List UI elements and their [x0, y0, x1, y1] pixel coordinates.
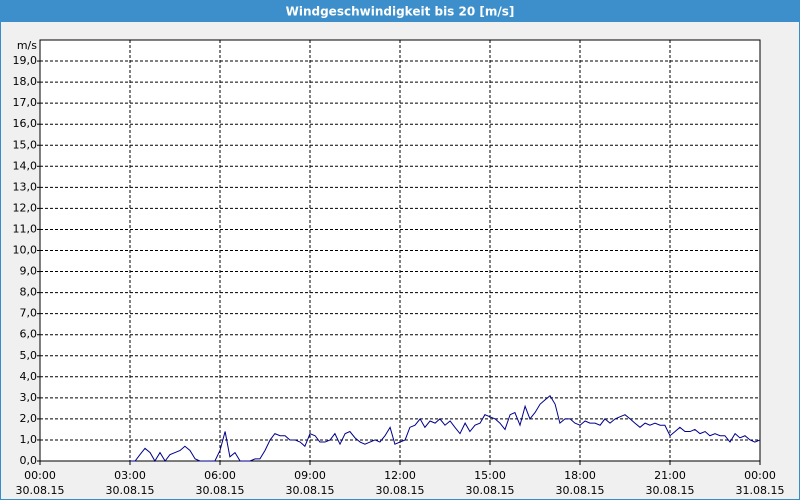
- x-tick-label: 00:00: [744, 469, 776, 482]
- x-tick-date: 30.08.15: [196, 484, 245, 497]
- y-unit: m/s: [17, 39, 37, 52]
- y-tick-label: 17,0: [13, 96, 38, 109]
- y-tick-label: 2,0: [20, 412, 38, 425]
- y-tick-label: 7,0: [20, 307, 38, 320]
- y-tick-label: 5,0: [20, 349, 38, 362]
- title-bar: [0, 0, 800, 22]
- y-tick-label: 14,0: [13, 159, 38, 172]
- y-tick-label: 8,0: [20, 286, 38, 299]
- y-tick-label: 19,0: [13, 54, 38, 67]
- y-tick-label: 10,0: [13, 244, 38, 257]
- y-tick-label: 6,0: [20, 328, 38, 341]
- axis-labels: 0,0 1,0 2,0 3,0 4,0 5,0 6,0 7,0 8,0 9,0 10,0 11,0 12…: [13, 54, 785, 497]
- series: [130, 394, 761, 462]
- x-tick-label: 18:00: [564, 469, 596, 482]
- y-tick-label: 4,0: [20, 370, 38, 383]
- x-tick-label: 09:00: [294, 469, 326, 482]
- x-tick-date: 30.08.15: [556, 484, 605, 497]
- x-tick-label: 03:00: [114, 469, 146, 482]
- x-tick-label: 12:00: [384, 469, 416, 482]
- y-tick-label: 15,0: [13, 138, 38, 151]
- chart-title: Windgeschwindigkeit bis 20 [m/s]: [286, 5, 515, 19]
- x-tick-date: 30.08.15: [376, 484, 425, 497]
- x-tick-date: 30.08.15: [16, 484, 65, 497]
- y-tick-label: 11,0: [13, 222, 38, 235]
- x-tick-label: 06:00: [204, 469, 236, 482]
- y-tick-label: 3,0: [20, 391, 38, 404]
- x-tick-date: 30.08.15: [286, 484, 335, 497]
- grid: [37, 40, 761, 465]
- y-tick-label: 12,0: [13, 201, 38, 214]
- x-tick-date: 31.08.15: [736, 484, 785, 497]
- y-tick-label: 0,0: [20, 454, 38, 467]
- x-tick-label: 21:00: [654, 469, 686, 482]
- y-tick-label: 13,0: [13, 180, 38, 193]
- y-tick-label: 16,0: [13, 117, 38, 130]
- x-tick-date: 30.08.15: [106, 484, 155, 497]
- x-tick-label: 15:00: [474, 469, 506, 482]
- x-tick-date: 30.08.15: [646, 484, 695, 497]
- y-tick-label: 18,0: [13, 75, 38, 88]
- y-tick-label: 1,0: [20, 433, 38, 446]
- x-tick-label: 00:00: [24, 469, 56, 482]
- y-tick-label: 9,0: [20, 265, 38, 278]
- x-tick-date: 30.08.15: [466, 484, 515, 497]
- data-line: [130, 394, 761, 462]
